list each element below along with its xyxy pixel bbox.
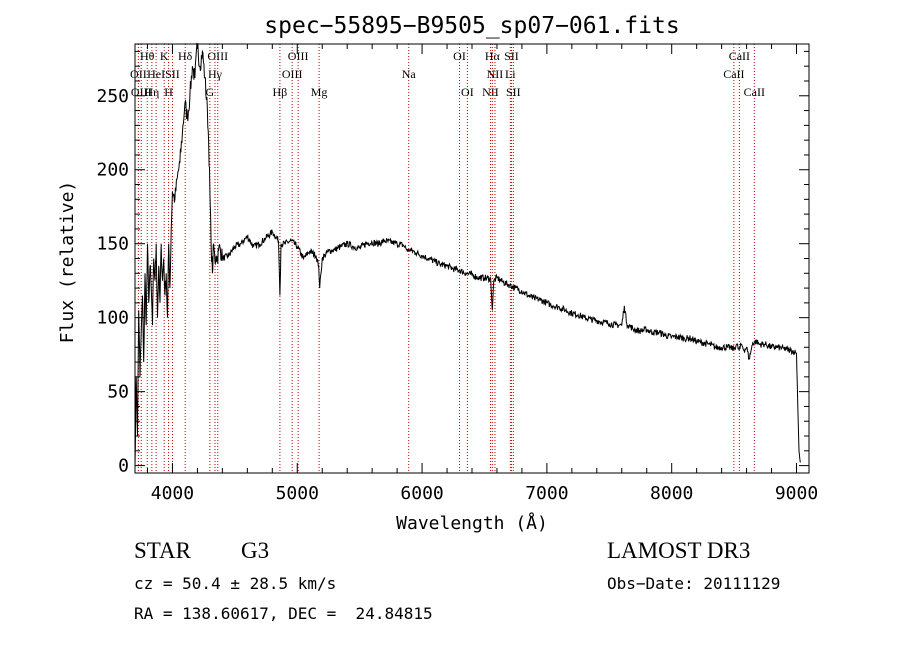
y-tick-label: 150	[96, 234, 129, 255]
x-tick-label: 4000	[151, 483, 194, 504]
x-axis-label: Wavelength (Å)	[396, 512, 548, 534]
line-label: OII	[130, 67, 147, 81]
y-tick-label: 200	[96, 160, 129, 181]
y-tick-label: 100	[96, 308, 129, 329]
line-label: OIII	[282, 67, 303, 81]
line-label: CaII	[723, 67, 744, 81]
chart-title: spec−55895−B9505_sp07−061.fits	[264, 13, 679, 39]
y-tick-label: 250	[96, 86, 129, 107]
axis-ticks: 4000 5000 6000 7000 8000 9000 0 50 100 150 200 250	[96, 44, 818, 504]
line-label: NII	[487, 67, 504, 81]
x-tick-label: 7000	[525, 483, 568, 504]
y-tick-label: 0	[118, 456, 129, 477]
line-label: Hγ	[208, 67, 223, 81]
line-label: SII	[504, 49, 519, 63]
line-label: OIII	[207, 49, 228, 63]
line-label: Hβ	[273, 85, 288, 99]
line-label: H	[164, 85, 173, 99]
line-label: CaII	[729, 49, 750, 63]
y-tick-label: 50	[107, 382, 129, 403]
obs-date: Obs−Date: 20111129	[607, 574, 781, 593]
spectrum-line	[134, 42, 801, 466]
line-label: OI	[461, 85, 474, 99]
object-subclass: G3	[241, 538, 270, 563]
redshift-value: cz = 50.4 ± 28.5 km/s	[134, 574, 337, 593]
line-label: Hα	[485, 49, 501, 63]
line-label: Li	[505, 67, 516, 81]
coordinates: RA = 138.60617, DEC = 24.84815	[134, 604, 433, 623]
line-label: HeI	[147, 67, 165, 81]
y-axis-label: Flux (relative)	[57, 181, 78, 344]
line-label: G	[206, 85, 215, 99]
line-label: Hδ	[178, 49, 193, 63]
line-label: SII	[506, 85, 521, 99]
line-label: NII	[482, 85, 499, 99]
survey-name: LAMOST DR3	[607, 538, 751, 563]
line-label: OI	[453, 49, 466, 63]
line-label: Hθ	[140, 49, 155, 63]
x-tick-label: 8000	[650, 483, 693, 504]
x-tick-label: 9000	[775, 483, 818, 504]
line-label: Na	[402, 67, 417, 81]
line-label: K	[160, 49, 169, 63]
plot-frame	[134, 43, 810, 474]
line-label: CaII	[744, 85, 765, 99]
x-tick-label: 6000	[400, 483, 443, 504]
x-tick-label: 5000	[276, 483, 319, 504]
object-class: STAR	[134, 538, 191, 563]
emission-line-markers: OIIOIIIHθHηHeIKHSIIHδGHγOIIIHβOIIIOIIIMg…	[130, 44, 765, 473]
line-label: Mg	[311, 85, 328, 99]
line-label: OIII	[288, 49, 309, 63]
line-label: Hη	[144, 85, 159, 99]
line-label: SII	[165, 67, 180, 81]
